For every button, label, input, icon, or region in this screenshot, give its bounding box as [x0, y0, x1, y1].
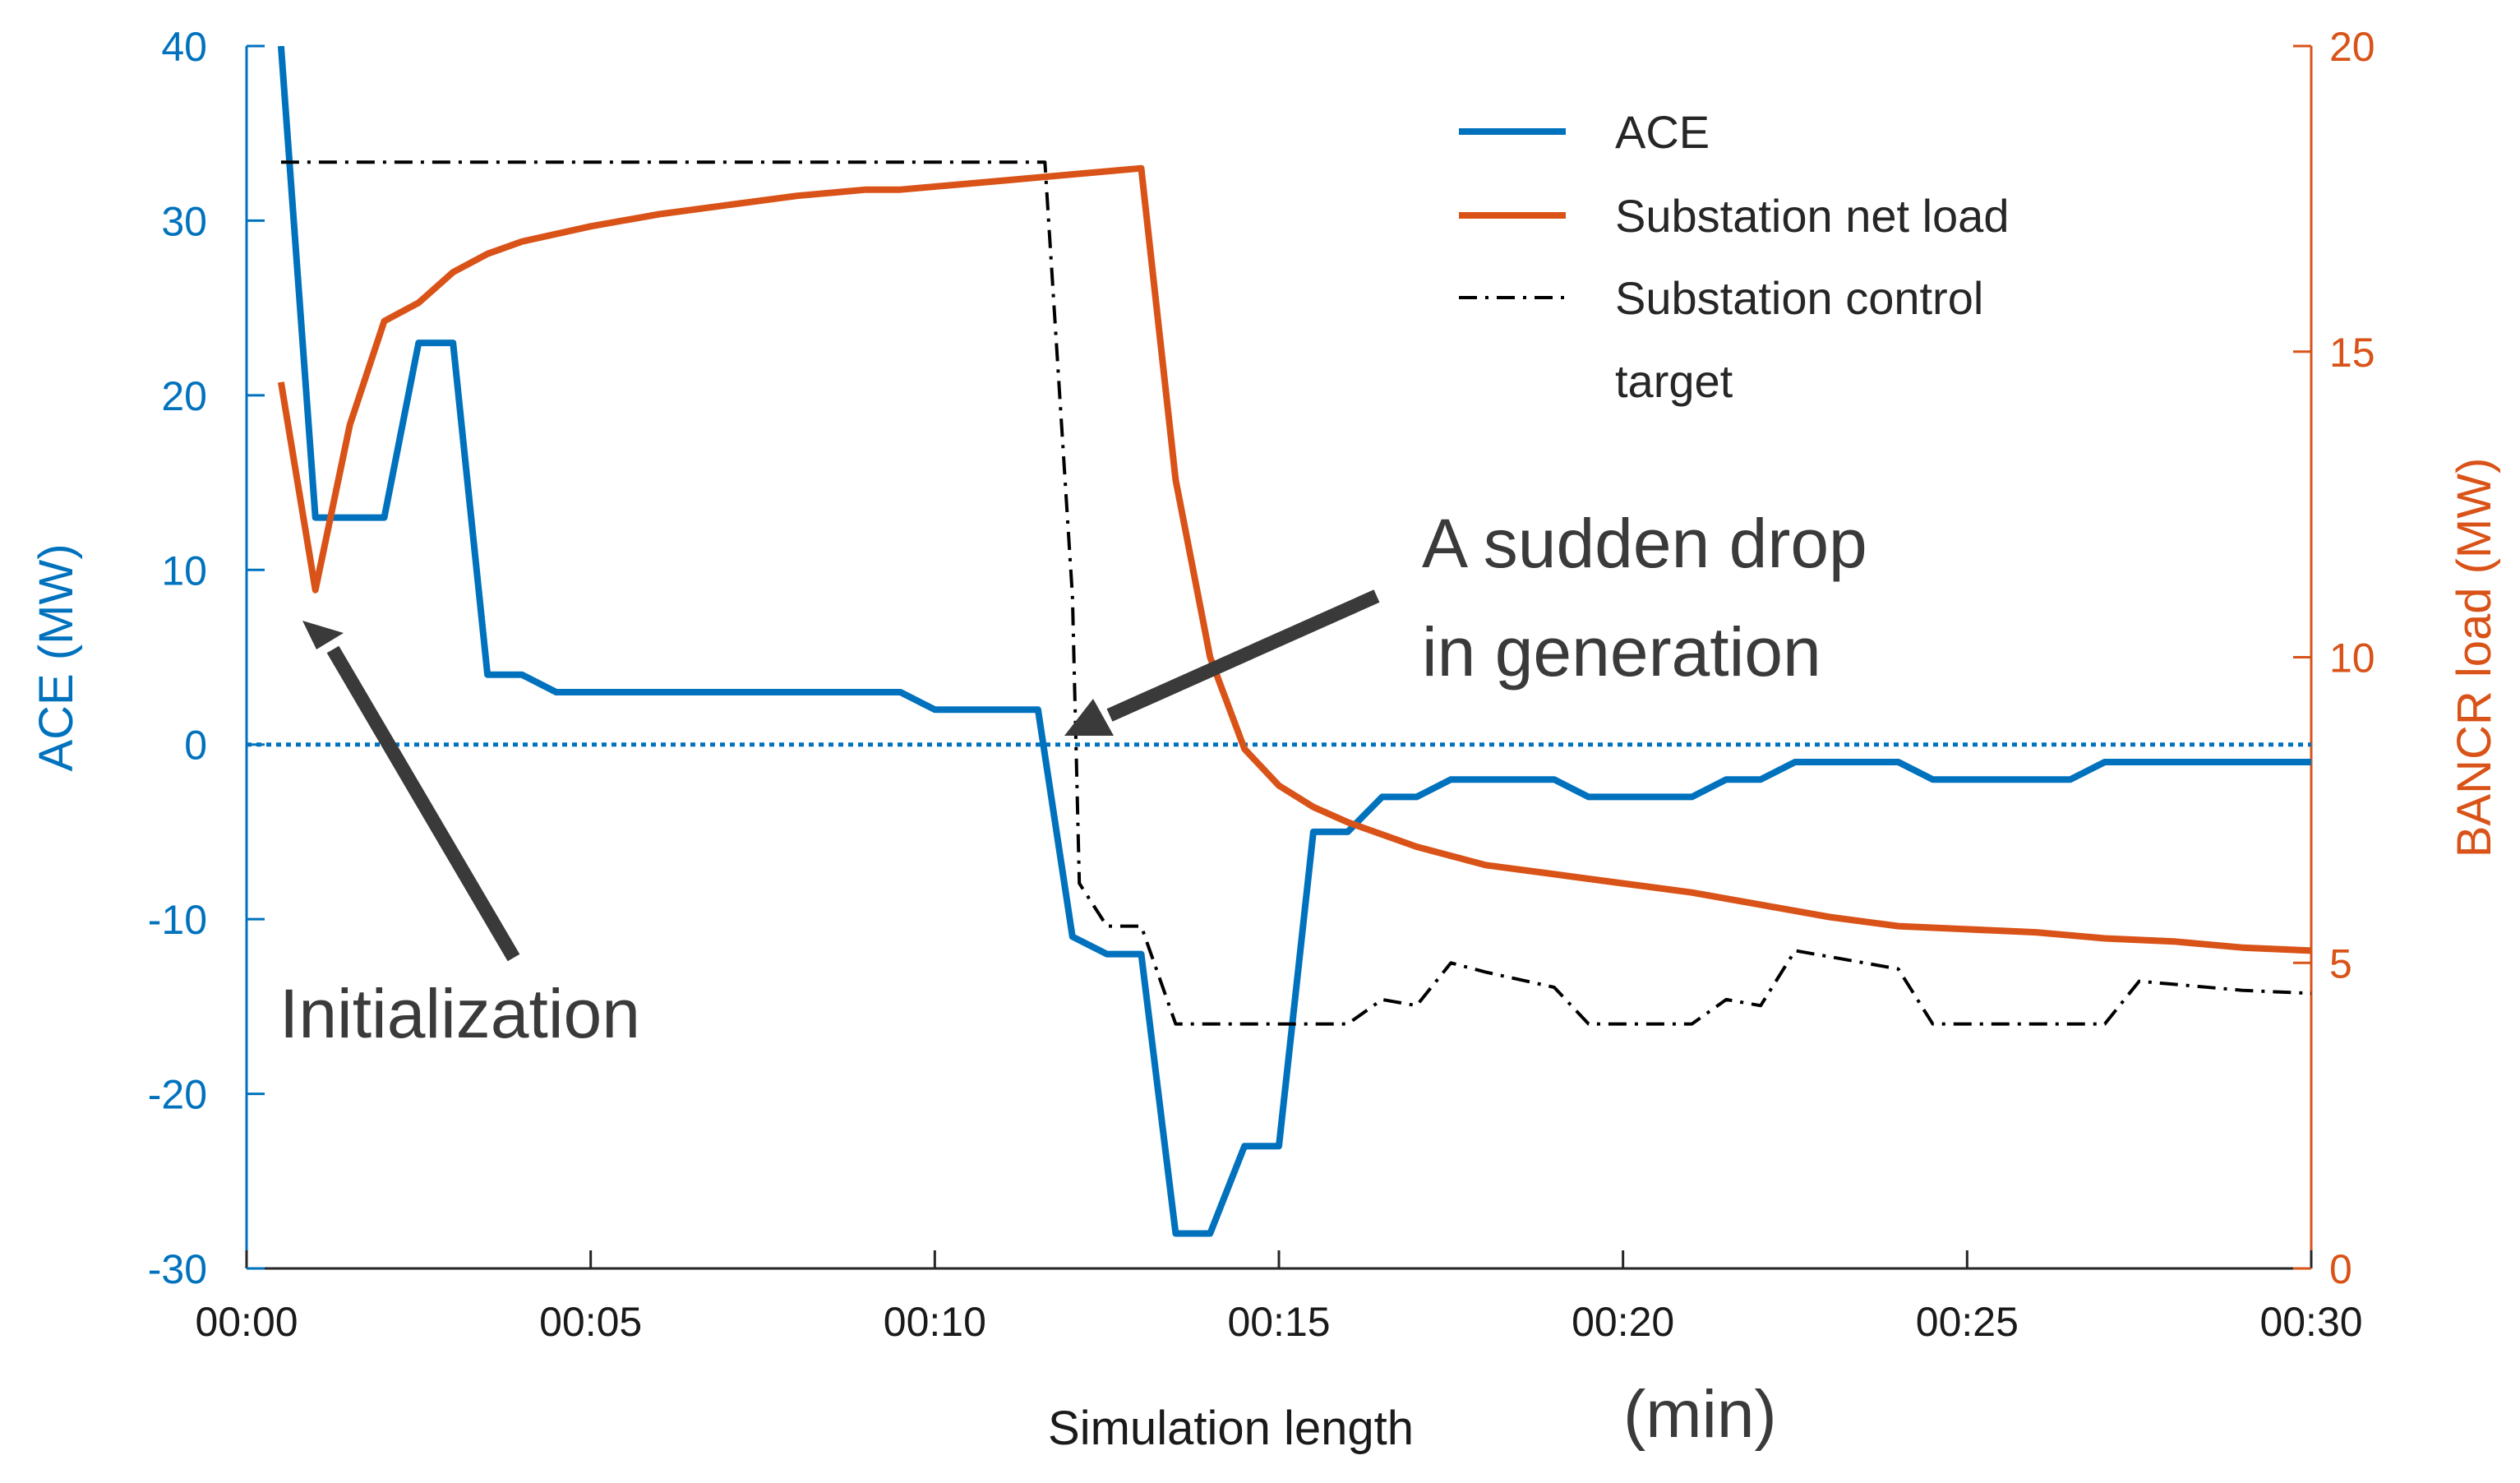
y-left-tick-label: 30	[161, 198, 207, 244]
y-right-tick-label: 15	[2329, 330, 2375, 376]
x-tick-label: 00:25	[1916, 1299, 2019, 1345]
legend-label-net-load: Substation net load	[1615, 190, 2009, 242]
series-ace-line	[277, 46, 2311, 1237]
x-tick-label: 00:10	[884, 1299, 986, 1345]
legend: ACE Substation net load Substation contr…	[1459, 106, 2009, 407]
series-control-target-line	[280, 160, 2311, 1026]
sudden-drop-arrow	[1106, 589, 1380, 722]
y-right-tick-label: 10	[2329, 635, 2375, 681]
y-left-tick-label: 40	[161, 24, 207, 70]
x-tick-label: 00:30	[2259, 1299, 2362, 1345]
y-left-tick-label: 0	[184, 723, 207, 769]
y-left-tick-label: 20	[161, 373, 207, 419]
legend-label-ace: ACE	[1615, 106, 1710, 158]
series-layer	[247, 46, 2311, 1237]
legend-label-control-target: Substation control	[1615, 272, 1983, 324]
y-right-axis-title: BANCR load (MW)	[2448, 458, 2501, 858]
initialization-arrow	[326, 645, 520, 962]
sudden-drop-arrowhead	[1064, 699, 1114, 736]
sudden-drop-annotation-line2: in generation	[1422, 613, 1821, 691]
y-left-tick-label: -20	[148, 1072, 207, 1118]
x-tick-label: 00:20	[1572, 1299, 1674, 1345]
x-axis-title: Simulation length	[1048, 1402, 1414, 1455]
y-right-tick-label: 5	[2329, 940, 2352, 986]
y-right-tick-label: 0	[2329, 1246, 2352, 1292]
legend-label-control-target-line2: target	[1615, 355, 1733, 407]
series-net-load-line	[277, 164, 2311, 954]
initialization-arrowhead	[302, 621, 344, 649]
x-tick-label: 00:15	[1227, 1299, 1330, 1345]
sudden-drop-annotation-line1: A sudden drop	[1422, 505, 1867, 582]
initialization-annotation: Initialization	[279, 975, 640, 1052]
plot-axes	[245, 44, 2313, 1270]
x-axis-unit: (min)	[1623, 1377, 1777, 1452]
y-right-tick-label: 20	[2329, 24, 2375, 70]
annotations: Initialization A sudden drop in generati…	[279, 505, 1867, 1052]
x-tick-label: 00:05	[539, 1299, 642, 1345]
y-left-axis-title: ACE (MW)	[30, 543, 83, 771]
y-left-tick-label: -10	[148, 897, 207, 943]
tick-labels: 00:00 00:05 00:10 00:15 00:20 00:25 00:30 40 30 2…	[148, 24, 2375, 1345]
x-tick-label: 00:00	[195, 1299, 298, 1345]
y-left-tick-label: -30	[148, 1246, 207, 1292]
y-left-tick-label: 10	[161, 547, 207, 594]
